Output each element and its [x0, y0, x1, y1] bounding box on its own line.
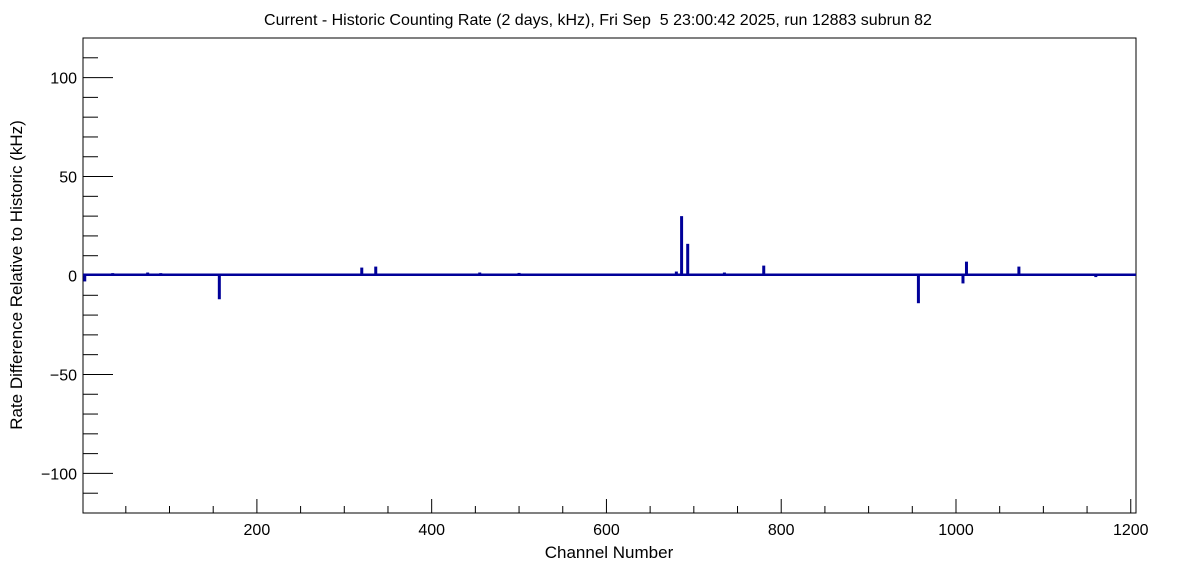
y-tick-labels: −100 −50 0 50 100	[41, 71, 77, 484]
x-tick-label: 1000	[938, 522, 974, 539]
x-tick-label: 1200	[1113, 522, 1149, 539]
bar	[961, 275, 965, 284]
bar-series	[83, 216, 1098, 304]
x-tick-label: 200	[244, 522, 271, 539]
bar	[762, 265, 766, 276]
bar	[217, 275, 221, 300]
x-tick-label: 800	[768, 522, 795, 539]
y-tick-label: −100	[41, 466, 77, 483]
x-tick-labels: 200 400 600 800 1000 1200	[244, 522, 1149, 539]
bar	[964, 261, 968, 276]
bar	[111, 273, 115, 276]
bar	[360, 267, 364, 276]
y-axis-label: Rate Difference Relative to Historic (kH…	[7, 120, 26, 430]
bar	[686, 243, 690, 276]
x-tick-label: 600	[593, 522, 620, 539]
axis-ticks	[83, 57, 1132, 513]
bar	[146, 272, 150, 276]
bar	[722, 272, 726, 276]
chart-title: Current - Historic Counting Rate (2 days…	[264, 12, 932, 29]
bar	[680, 216, 684, 276]
x-axis-label: Channel Number	[545, 543, 674, 562]
y-tick-label: −50	[50, 367, 77, 384]
bar	[478, 272, 482, 276]
bar	[374, 266, 378, 276]
bar	[674, 271, 678, 276]
bar	[159, 273, 163, 276]
bar	[1017, 266, 1021, 276]
bar	[916, 275, 920, 304]
bar	[517, 272, 521, 276]
x-tick-label: 400	[418, 522, 445, 539]
y-tick-label: 0	[68, 269, 77, 286]
bar	[1094, 275, 1098, 278]
y-tick-label: 50	[59, 170, 77, 187]
y-tick-label: 100	[50, 71, 77, 88]
bar	[83, 275, 87, 282]
